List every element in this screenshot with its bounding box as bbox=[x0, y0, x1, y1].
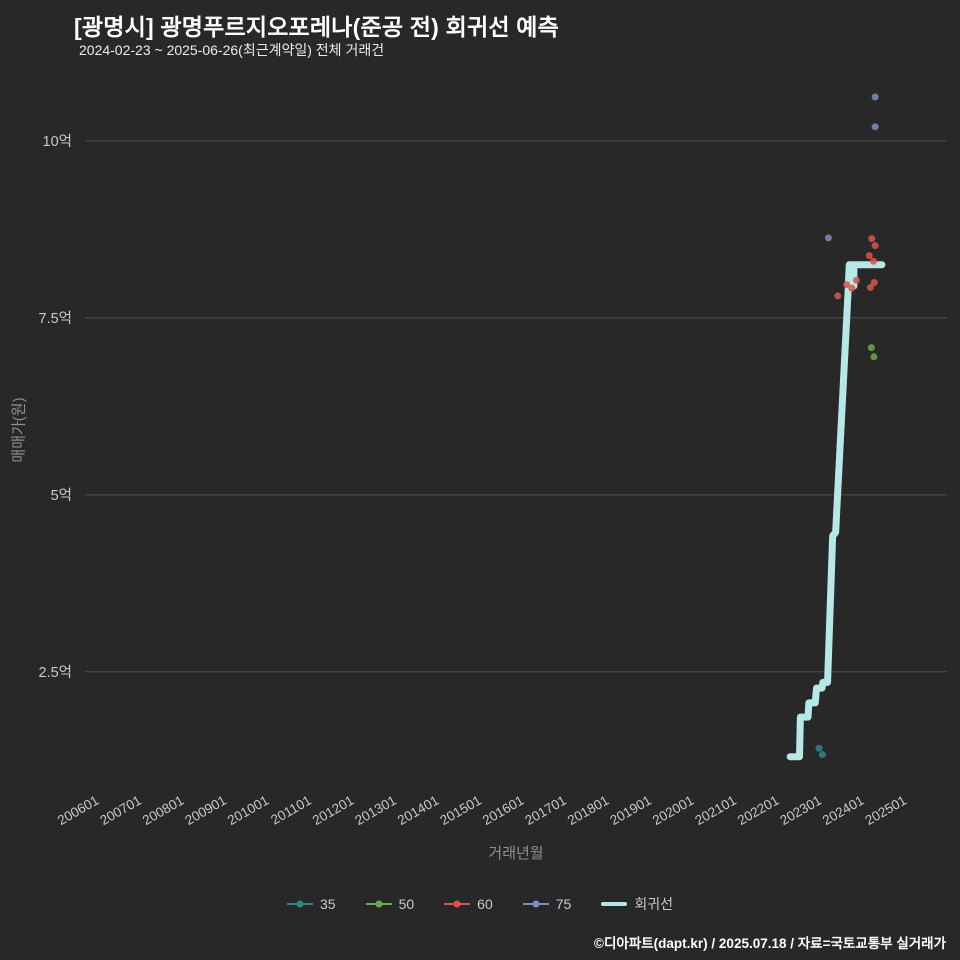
page-subtitle: 2024-02-23 ~ 2025-06-26(최근계약일) 전체 거래건 bbox=[79, 42, 385, 58]
x-tick-label: 201001 bbox=[225, 793, 272, 829]
x-tick-label: 201501 bbox=[437, 793, 484, 829]
legend-label: 75 bbox=[555, 896, 572, 912]
x-tick-label: 201801 bbox=[565, 793, 612, 829]
x-tick-label: 201601 bbox=[480, 793, 527, 829]
scatter-series-60 bbox=[834, 235, 879, 300]
x-tick-label: 202401 bbox=[820, 793, 867, 829]
legend-item-50[interactable]: 50 bbox=[365, 896, 415, 912]
x-tick-label: 201701 bbox=[522, 793, 569, 829]
legend-label: 50 bbox=[398, 896, 415, 912]
x-tick-label: 202301 bbox=[777, 793, 824, 829]
x-tick-label: 201101 bbox=[268, 793, 314, 828]
x-tick-label: 201901 bbox=[607, 793, 654, 829]
legend-marker-icon bbox=[522, 900, 549, 908]
x-tick-label: 200701 bbox=[97, 793, 144, 829]
legend-label: 60 bbox=[477, 896, 493, 912]
x-tick-label: 202101 bbox=[692, 793, 739, 829]
x-tick-label: 202501 bbox=[862, 793, 909, 829]
y-tick-label: 10억 bbox=[43, 133, 72, 150]
scatter-series-35 bbox=[815, 744, 826, 759]
x-tick-label: 202201 bbox=[735, 793, 782, 829]
x-tick-label: 201301 bbox=[352, 793, 399, 829]
legend-marker-icon bbox=[287, 900, 314, 908]
legend-label: 35 bbox=[320, 896, 336, 912]
y-tick-label: 7.5억 bbox=[39, 310, 73, 327]
legend-item-35[interactable]: 35 bbox=[287, 896, 336, 912]
y-tick-label: 5억 bbox=[51, 487, 72, 504]
scatter-series-50 bbox=[867, 344, 878, 361]
y-tick-label: 2.5억 bbox=[39, 664, 73, 681]
legend-item-회귀선[interactable]: 회귀선 bbox=[601, 894, 673, 914]
x-tick-label: 200901 bbox=[182, 793, 229, 829]
footer-credit: ©디아파트(dapt.kr) / 2025.07.18 / 자료=국토교통부 실… bbox=[594, 936, 946, 951]
legend-marker-icon bbox=[601, 902, 628, 906]
x-axis-title: 거래년월 bbox=[488, 845, 544, 862]
x-tick-label: 201201 bbox=[310, 793, 357, 829]
legend-item-75[interactable]: 75 bbox=[522, 896, 572, 912]
x-tick-label: 201401 bbox=[395, 793, 442, 829]
gridlines: 2.5억 5억 7.5억 10억 bbox=[39, 133, 947, 681]
x-tick-label: 202001 bbox=[650, 793, 697, 829]
legend-item-60[interactable]: 60 bbox=[444, 896, 493, 912]
legend-label: 회귀선 bbox=[634, 896, 673, 912]
legend: 35 50 60 75 회귀선 bbox=[0, 894, 960, 914]
x-tick-label: 200801 bbox=[140, 793, 187, 829]
regression-line bbox=[786, 261, 886, 761]
x-tick-labels: 2006012007012008012009012010012011012012… bbox=[55, 793, 909, 829]
legend-marker-icon bbox=[444, 900, 471, 908]
page-title: [광명시] 광명푸르지오포레나(준공 전) 회귀선 예측 bbox=[74, 14, 559, 40]
legend-marker-icon bbox=[365, 900, 392, 908]
x-tick-label: 200601 bbox=[55, 793, 102, 829]
scatter-series-75 bbox=[824, 93, 879, 242]
